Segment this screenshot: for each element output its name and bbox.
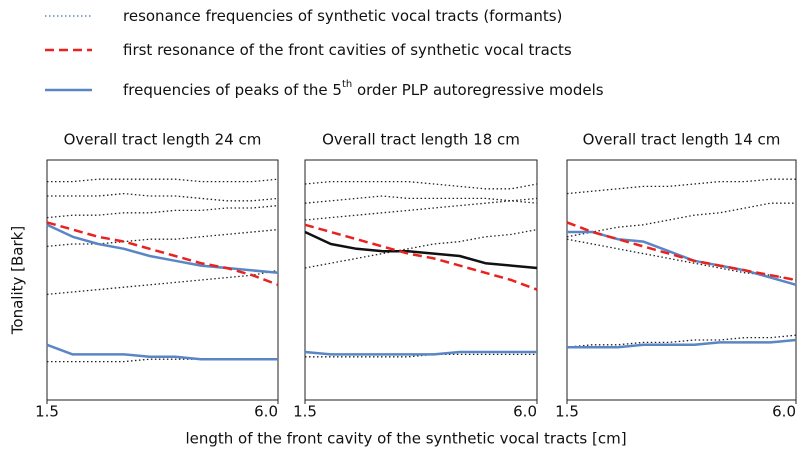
legend-text: resonance frequencies of synthetic vocal… xyxy=(123,7,562,25)
legend-label: first resonance of the front cavities of… xyxy=(123,41,572,59)
x-tick-label: 6.0 xyxy=(254,403,278,421)
series-line xyxy=(304,223,538,291)
panel-title: Overall tract length 18 cm xyxy=(322,131,520,149)
x-axis-title: length of the front cavity of the synthe… xyxy=(185,430,626,448)
series-line xyxy=(46,228,279,248)
x-tick-label: 1.5 xyxy=(35,403,59,421)
y-axis-title: Tonality [Bark] xyxy=(9,226,27,335)
x-tick-label: 6.0 xyxy=(513,403,537,421)
series-line xyxy=(47,178,279,183)
series-line xyxy=(566,221,797,282)
x-tick-label: 1.5 xyxy=(555,403,579,421)
x-tick-label: 6.0 xyxy=(772,403,796,421)
series-line xyxy=(566,238,797,281)
series-line xyxy=(46,221,279,286)
series-line xyxy=(46,223,279,275)
legend-superscript: th xyxy=(342,79,352,90)
series-line xyxy=(566,202,796,238)
series-line xyxy=(567,338,797,349)
series-line xyxy=(47,192,279,202)
series-line xyxy=(46,343,278,361)
plot-frame xyxy=(46,159,279,401)
series-line xyxy=(304,195,538,204)
legend-text: order PLP autoregressive models xyxy=(352,81,604,99)
legend-label: frequencies of peaks of the 5th order PL… xyxy=(123,79,604,99)
x-tick-label: 1.5 xyxy=(293,403,317,421)
legend-text: first resonance of the front cavities of… xyxy=(123,41,572,59)
series-line xyxy=(304,228,538,269)
plot-frame xyxy=(566,159,797,401)
series-line xyxy=(566,178,796,195)
series-line xyxy=(304,180,538,190)
panel-title: Overall tract length 24 cm xyxy=(64,131,262,149)
series-line xyxy=(304,197,538,221)
legend-label: resonance frequencies of synthetic vocal… xyxy=(123,7,562,25)
series-line xyxy=(304,350,537,356)
series-line xyxy=(46,269,279,296)
legend-text: frequencies of peaks of the 5 xyxy=(123,81,342,99)
panel-title: Overall tract length 14 cm xyxy=(583,131,781,149)
series-line xyxy=(46,204,279,219)
plot-frame xyxy=(304,159,538,401)
series-line xyxy=(304,230,538,270)
